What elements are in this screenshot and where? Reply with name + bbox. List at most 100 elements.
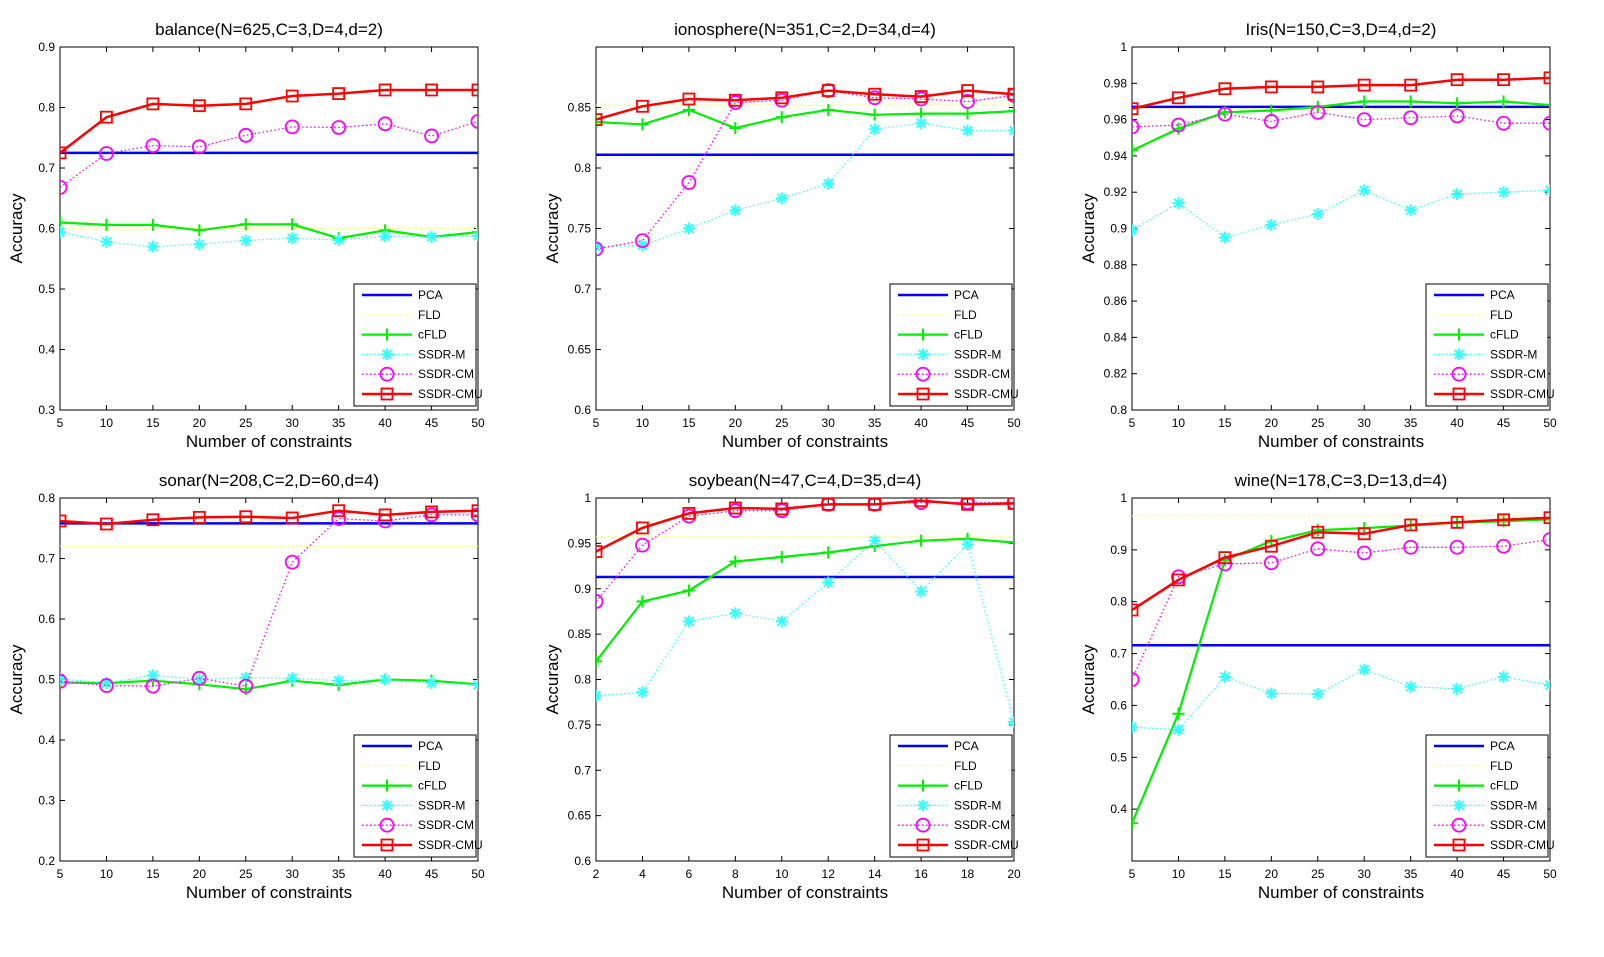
x-tick-label: 50 [1543,867,1557,881]
series-line-ssdr-m [596,539,1014,723]
data-point-ssdr-cm [1496,115,1511,131]
legend-label-pca: PCA [954,288,979,302]
legend-label-ssdr-cm: SSDR-CM [1490,818,1546,832]
x-tick-label: 5 [57,416,64,430]
legend-box [889,283,1013,407]
data-point-ssdr-cmu [1497,513,1510,527]
x-tick-label: 50 [471,867,485,881]
data-point-ssdr-cm [99,146,114,161]
x-tick-label: 40 [1450,416,1464,430]
legend-label-fld: FLD [1490,308,1513,322]
x-tick-label: 20 [1007,867,1021,881]
legend-box [353,734,477,858]
data-point-ssdr-cmu [1218,551,1232,565]
data-point-ssdr-m-d2 [637,240,648,251]
x-tick-label: 8 [732,867,739,881]
legend-label-ssdr-cm: SSDR-CM [418,367,474,381]
legend-label-ssdr-cmu: SSDR-CMU [1490,387,1555,401]
x-tick-label: 35 [1404,416,1418,430]
data-point-ssdr-cmu [1497,73,1510,87]
x-tick-label: 30 [822,416,836,430]
legend-label-fld: FLD [418,308,441,322]
chart-title: ionosphere(N=351,C=2,D=34,d=4) [674,20,936,39]
x-tick-label: 45 [961,416,975,430]
data-point-ssdr-cmu [636,99,649,113]
series-group [1132,511,1550,830]
data-point-ssdr-m-d2 [823,577,834,588]
y-tick-label: 0.5 [1110,750,1127,764]
legend-label-pca: PCA [1490,288,1515,302]
y-tick-label: 0.86 [1104,294,1128,308]
legend-marker-ssdr-cm [915,366,931,382]
data-point-ssdr-m-d2 [426,678,437,689]
x-tick-label: 10 [636,416,650,430]
y-tick-label: 0.6 [38,222,55,236]
x-tick-label: 20 [193,867,207,881]
x-tick-label: 10 [100,416,114,430]
chart-title: sonar(N=208,C=2,D=60,d=4) [159,471,379,490]
data-point-ssdr-cmu [1264,539,1278,553]
data-point-ssdr-m-d2 [637,687,648,698]
data-point-ssdr-cmu [1311,80,1325,94]
chart-title: soybean(N=47,C=4,D=35,d=4) [689,471,922,490]
legend: PCA FLD cFLD SSDR-M SSDR-CM SSDR-CMU [1425,283,1555,407]
data-point-ssdr-cmu [1357,527,1371,541]
y-tick-label: 1 [1120,491,1127,505]
series-line-cfld [596,108,1014,130]
legend-label-ssdr-cm: SSDR-CM [418,818,474,832]
legend-marker-ssdr-cmu [916,387,930,401]
y-tick-label: 0.7 [38,552,55,566]
data-point-ssdr-m-d2 [1544,683,1550,691]
data-point-ssdr-cmu [100,110,113,124]
y-tick-label: 0.5 [38,673,55,687]
chart-title: balance(N=625,C=3,D=4,d=2) [155,20,383,39]
data-point-ssdr-m-d2 [333,675,344,686]
x-axis-label: Number of constraints [722,432,888,451]
y-tick-label: 0.8 [38,491,55,505]
data-point-ssdr-cm [1449,108,1465,124]
legend-marker-ssdr-cmu [380,387,394,401]
data-point-ssdr-cmu [821,498,835,511]
legend-label-pca: PCA [418,288,443,302]
legend-label-fld: FLD [954,308,977,322]
legend-marker-ssdr-cmu [1452,838,1466,852]
y-tick-label: 0.75 [568,718,592,732]
data-point-ssdr-cmu [961,498,974,511]
data-point-ssdr-m-d1 [1008,717,1014,724]
legend-marker-ssdr-cmu [1452,387,1466,401]
x-tick-label: 5 [1129,867,1136,881]
data-point-ssdr-m-d2 [240,235,251,246]
x-tick-label: 18 [961,867,975,881]
y-tick-label: 0.2 [38,854,55,868]
data-point-ssdr-m-d2 [730,608,741,619]
legend-box [1425,283,1549,407]
x-tick-label: 50 [471,416,485,430]
data-point-ssdr-m-d1 [472,679,478,687]
y-tick-label: 0.6 [38,612,55,626]
legend-marker-ssdr-cm [1451,817,1467,833]
x-tick-label: 5 [1129,416,1136,430]
y-tick-label: 0.6 [1110,698,1127,712]
y-tick-label: 0.65 [568,343,592,357]
data-point-ssdr-cmu [60,146,67,160]
data-point-ssdr-cm [727,503,743,519]
x-tick-label: 35 [332,416,346,430]
series-group [60,504,478,696]
legend-label-ssdr-cmu: SSDR-CMU [418,838,483,852]
x-tick-label: 15 [146,867,160,881]
legend-label-cfld: cFLD [1490,779,1519,793]
y-tick-label: 0.94 [1104,149,1128,163]
data-point-ssdr-cm [238,678,254,694]
y-tick-label: 0.9 [574,582,591,596]
series-line-ssdr-cmu [596,89,1014,121]
legend-marker-ssdr-m-d2 [381,349,393,360]
data-point-ssdr-cm [424,507,439,523]
x-tick-label: 45 [1497,867,1511,881]
legend-box [353,283,477,407]
series-group [60,83,478,253]
data-point-ssdr-cm [596,241,604,257]
data-point-ssdr-m-d2 [1132,225,1138,232]
data-point-ssdr-cmu [100,517,113,531]
data-point-ssdr-cmu [728,501,742,515]
